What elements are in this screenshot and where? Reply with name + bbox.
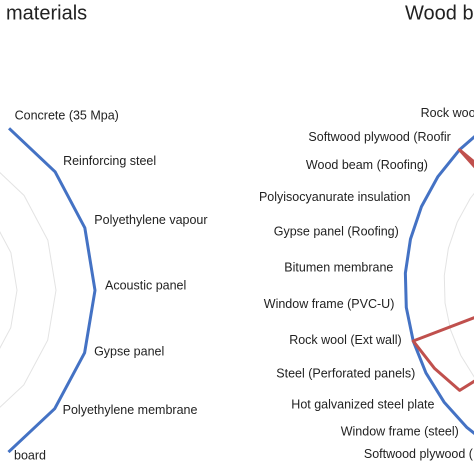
grid-ring — [0, 231, 18, 349]
category-label: Window frame (steel) — [341, 425, 459, 439]
category-label: Softwood plywood (Ex — [364, 447, 474, 461]
grid-ring — [443, 192, 474, 378]
category-label: Concrete (35 Mpa) — [15, 108, 119, 122]
series-line — [403, 135, 474, 435]
category-label: Bitumen membrane — [284, 261, 393, 275]
category-label: Reinforcing steel — [63, 154, 156, 168]
chart-title: Wood b — [405, 2, 474, 24]
category-label: Polyethylene membrane — [63, 403, 198, 417]
chart-title: materials — [6, 2, 87, 24]
category-label: Gypse panel (Roofing) — [274, 225, 399, 239]
category-label: Softwood plywood (Roofir — [308, 130, 450, 144]
category-label: Acoustic panel — [105, 279, 186, 293]
category-label: Gypse panel — [94, 344, 164, 358]
series-line — [7, 127, 97, 454]
category-label: Hot galvanized steel plate — [291, 398, 434, 412]
category-label: Rock wool (Ext wall) — [289, 333, 402, 347]
category-label: Window frame (PVC-U) — [264, 297, 395, 311]
category-label: Polyisocyanurate insulation — [259, 190, 411, 204]
series-line — [411, 148, 474, 392]
category-label: Rock wool — [421, 106, 474, 120]
category-label: board — [14, 449, 46, 463]
category-label: Steel (Perforated panels) — [276, 367, 415, 381]
category-label: Polyethylene vapour — [94, 213, 207, 227]
grid-ring — [0, 172, 57, 408]
category-label: Wood beam (Roofing) — [306, 158, 428, 172]
